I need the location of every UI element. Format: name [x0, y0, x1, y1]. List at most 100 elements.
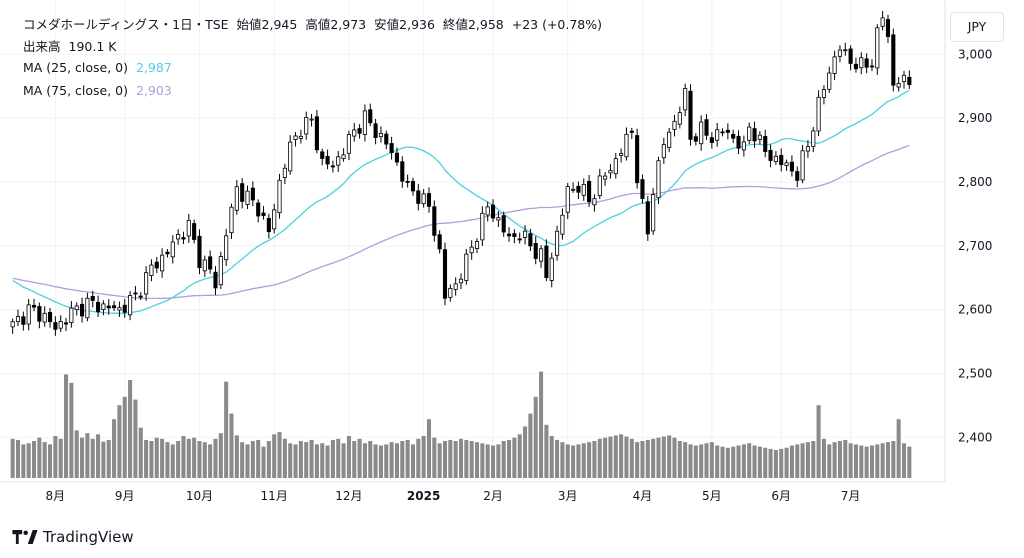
- volume-bar: [181, 436, 186, 478]
- candle-body: [85, 297, 90, 319]
- volume-bar: [773, 450, 778, 478]
- candle-body: [176, 234, 181, 240]
- candle-body: [453, 283, 458, 290]
- candle-body: [352, 129, 357, 137]
- volume-bar: [709, 442, 714, 478]
- volume-bar: [629, 438, 634, 478]
- candle-body: [613, 158, 618, 175]
- volume-bar: [229, 413, 234, 478]
- volume-bar: [400, 441, 405, 478]
- volume-bar: [885, 442, 891, 478]
- volume-bar: [784, 447, 789, 478]
- candle-body: [144, 272, 149, 295]
- candle-body: [544, 245, 549, 279]
- candle-body: [816, 96, 821, 132]
- volume-bar: [256, 439, 261, 478]
- candle-body: [619, 153, 624, 156]
- candle-body: [891, 34, 896, 86]
- candle-body: [565, 186, 570, 213]
- candle-body: [112, 305, 117, 309]
- candle-body: [234, 186, 239, 211]
- candle-body: [330, 165, 335, 168]
- candle-body: [859, 57, 864, 69]
- time-tick-label: 12月: [335, 489, 362, 503]
- candle-body: [474, 241, 480, 250]
- candle-body: [560, 214, 565, 235]
- volume-bar: [426, 419, 432, 478]
- candle-body: [672, 120, 677, 130]
- candle-body: [240, 183, 245, 202]
- candle-body: [576, 185, 581, 193]
- volume-bar: [352, 441, 357, 478]
- candle-body: [341, 154, 346, 159]
- volume-bar: [31, 441, 37, 478]
- candle-body: [907, 76, 912, 86]
- volume-bar: [501, 441, 506, 478]
- candle-body: [400, 161, 405, 182]
- candle-body: [715, 129, 720, 141]
- volume-bar: [192, 437, 197, 478]
- currency-button[interactable]: JPY: [950, 12, 1004, 42]
- volume-bar: [240, 442, 245, 478]
- volume-bar: [843, 439, 848, 478]
- candle-body: [26, 304, 31, 325]
- volume-bar: [336, 438, 341, 478]
- volume-bar: [523, 426, 528, 478]
- volume-bar: [512, 437, 517, 478]
- candle-body: [805, 146, 810, 152]
- volume-bar: [645, 439, 650, 478]
- volume-bar: [656, 437, 661, 478]
- price-axis[interactable]: 2,400 2,500 2,600 2,700 2,800 2,900 3,000: [958, 47, 992, 444]
- volume-bar: [325, 445, 330, 478]
- volume-bar: [608, 436, 613, 478]
- volume-bar: [752, 445, 757, 478]
- ma75-path: [12, 144, 910, 300]
- volume-bar: [800, 443, 805, 478]
- candle-body: [63, 322, 69, 325]
- candle-body: [186, 220, 191, 237]
- volume-bar: [683, 442, 688, 478]
- volume-bar: [747, 443, 752, 478]
- volume-bar: [907, 446, 912, 478]
- candle-body: [880, 17, 885, 27]
- volume-bar: [837, 441, 842, 478]
- candle-body: [101, 303, 106, 311]
- volume-bar: [186, 438, 191, 478]
- legend-ma75[interactable]: MA (75, close, 0) 2,903: [23, 82, 176, 99]
- candle-body: [181, 237, 186, 240]
- volume-bar: [378, 445, 383, 478]
- candle-body: [320, 151, 325, 159]
- candle-body: [277, 179, 282, 214]
- candle-body: [512, 233, 517, 238]
- tradingview-logo[interactable]: TradingView: [12, 527, 134, 547]
- candle-body: [469, 246, 474, 254]
- volume-bar: [880, 443, 885, 478]
- time-axis[interactable]: 8月 9月 10月 11月 12月 2025 2月 3月 4月 5月 6月 7月: [46, 489, 861, 503]
- volume-bar: [539, 371, 544, 478]
- candle-body: [704, 119, 709, 136]
- change-value: +23 (+0.78%): [511, 17, 603, 32]
- candle-body: [213, 271, 218, 289]
- candle-body: [522, 230, 528, 238]
- candle-body: [426, 193, 432, 207]
- volume-bar: [661, 436, 666, 478]
- open-value: 2,945: [261, 17, 298, 32]
- volume-bars: [10, 371, 912, 478]
- volume-bar: [789, 445, 794, 478]
- price-tick-label: 2,700: [958, 239, 992, 253]
- legend-ma25[interactable]: MA (25, close, 0) 2,987: [23, 59, 176, 76]
- candle-body: [752, 128, 757, 142]
- volume-bar: [603, 437, 608, 478]
- volume-bar: [101, 441, 106, 478]
- volume-bar: [346, 436, 351, 478]
- candle-body: [458, 278, 464, 284]
- candle-body: [394, 152, 400, 163]
- volume-bar: [875, 444, 880, 478]
- candle-body: [53, 322, 58, 330]
- volume-bar: [405, 439, 410, 478]
- price-tick-label: 2,900: [958, 111, 992, 125]
- volume-bar: [330, 439, 335, 478]
- price-tick-label: 2,500: [958, 366, 992, 380]
- volume-bar: [517, 434, 522, 478]
